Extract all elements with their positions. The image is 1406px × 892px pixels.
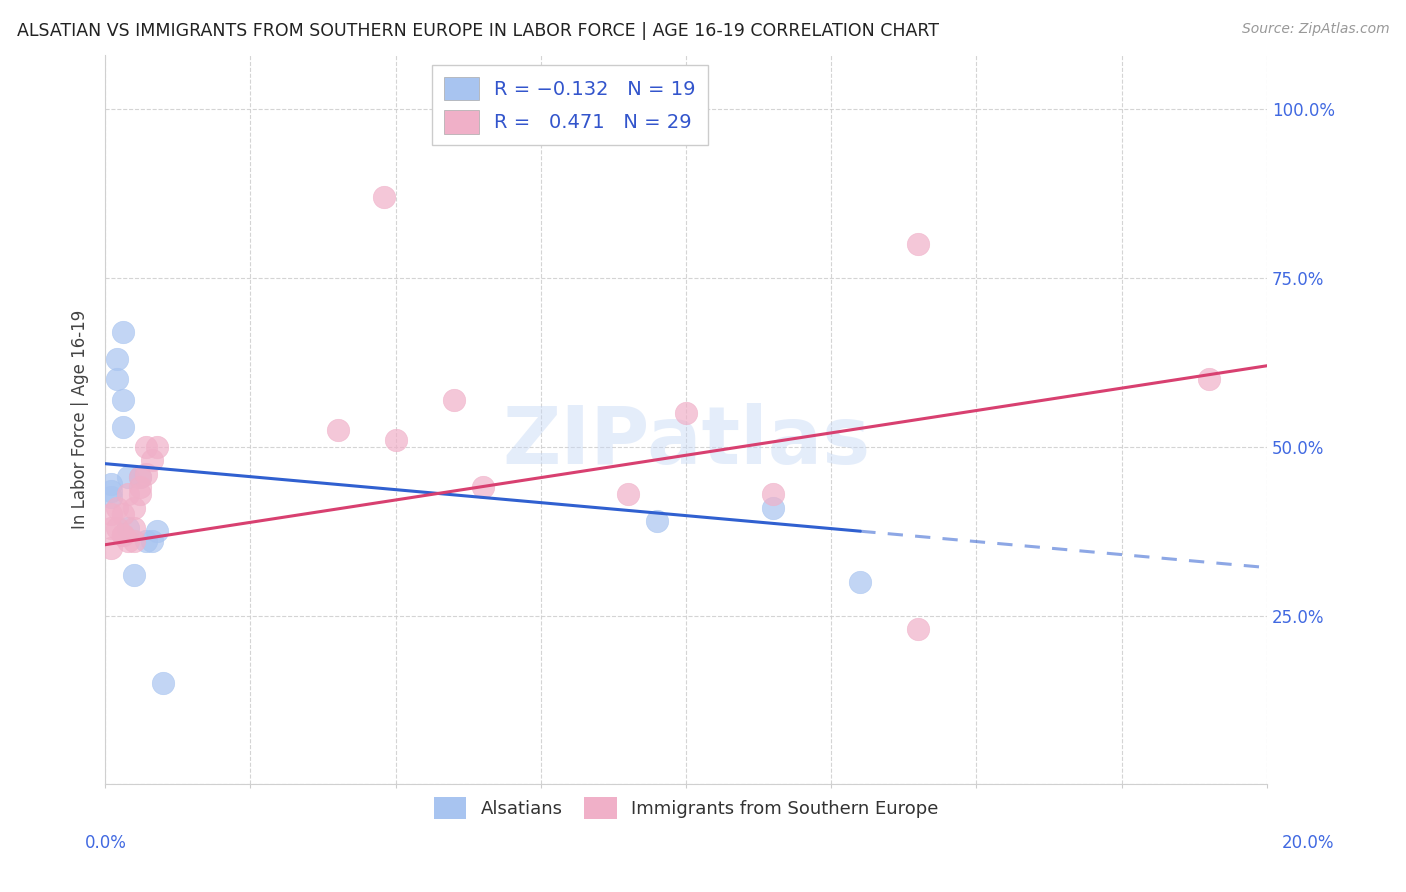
- Point: [122, 500, 145, 515]
- Text: 0.0%: 0.0%: [84, 834, 127, 852]
- Point: [100, 521, 122, 535]
- Point: [129, 487, 152, 501]
- Point: [100, 508, 122, 522]
- Point: [100, 483, 122, 498]
- Text: ZIPatlas: ZIPatlas: [502, 402, 870, 481]
- Point: [100, 491, 122, 505]
- Point: [100, 477, 122, 491]
- Point: [111, 527, 134, 541]
- Point: [326, 423, 349, 437]
- Point: [122, 521, 145, 535]
- Point: [117, 534, 139, 549]
- Point: [141, 534, 163, 549]
- Point: [762, 487, 785, 501]
- Y-axis label: In Labor Force | Age 16-19: In Labor Force | Age 16-19: [72, 310, 89, 530]
- Point: [129, 480, 152, 494]
- Point: [645, 514, 668, 528]
- Point: [135, 440, 157, 454]
- Text: ALSATIAN VS IMMIGRANTS FROM SOUTHERN EUROPE IN LABOR FORCE | AGE 16-19 CORRELATI: ALSATIAN VS IMMIGRANTS FROM SOUTHERN EUR…: [17, 22, 939, 40]
- Point: [111, 392, 134, 407]
- Point: [152, 676, 174, 690]
- Point: [1198, 372, 1220, 386]
- Point: [762, 500, 785, 515]
- Point: [146, 524, 169, 539]
- Point: [135, 534, 157, 549]
- Point: [105, 351, 128, 366]
- Point: [907, 237, 929, 252]
- Point: [384, 433, 406, 447]
- Text: Source: ZipAtlas.com: Source: ZipAtlas.com: [1241, 22, 1389, 37]
- Point: [146, 440, 169, 454]
- Point: [907, 622, 929, 636]
- Text: 20.0%: 20.0%: [1281, 834, 1334, 852]
- Point: [129, 470, 152, 484]
- Point: [117, 521, 139, 535]
- Legend: Alsatians, Immigrants from Southern Europe: Alsatians, Immigrants from Southern Euro…: [426, 790, 946, 827]
- Point: [100, 541, 122, 555]
- Point: [675, 406, 697, 420]
- Point: [122, 534, 145, 549]
- Point: [617, 487, 640, 501]
- Point: [141, 453, 163, 467]
- Point: [135, 467, 157, 481]
- Point: [849, 574, 872, 589]
- Point: [373, 190, 395, 204]
- Point: [129, 470, 152, 484]
- Point: [443, 392, 465, 407]
- Point: [111, 508, 134, 522]
- Point: [117, 470, 139, 484]
- Point: [117, 487, 139, 501]
- Point: [105, 500, 128, 515]
- Point: [111, 419, 134, 434]
- Point: [111, 325, 134, 339]
- Point: [122, 568, 145, 582]
- Point: [105, 521, 128, 535]
- Point: [111, 527, 134, 541]
- Point: [105, 372, 128, 386]
- Point: [471, 480, 494, 494]
